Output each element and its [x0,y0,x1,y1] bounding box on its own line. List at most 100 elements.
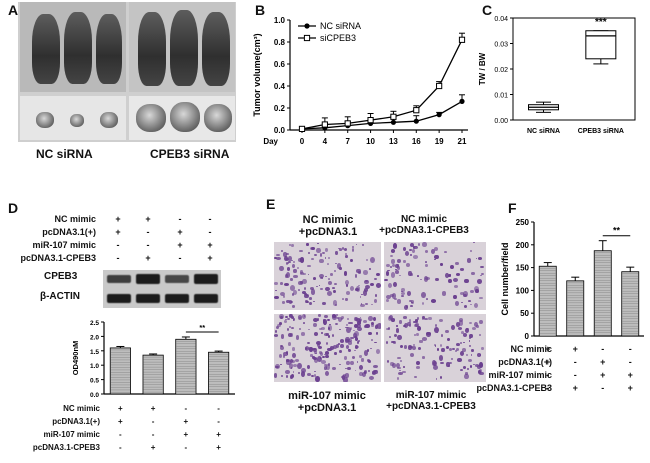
stained-cell [386,298,389,302]
stained-cell [310,354,314,357]
stained-cell [455,261,460,266]
stained-cell [333,290,336,294]
stained-cell [468,337,472,339]
stained-cell [332,334,335,338]
stained-cell [469,333,473,339]
stained-cell [327,335,331,339]
stained-cell [411,301,414,304]
stained-cell [293,274,298,279]
stained-cell [417,347,421,350]
stained-cell [409,249,412,252]
stained-cell [354,324,359,329]
stained-cell [435,377,438,380]
stained-cell [352,355,356,360]
stained-cell [374,325,378,329]
stained-cell [300,281,303,285]
stained-cell [434,343,437,347]
stained-cell [307,274,310,276]
matrix-row-label: pcDNA3.1-CPEB3 [20,253,96,263]
stained-cell [464,374,469,379]
stained-cell [359,304,365,308]
stained-cell [286,266,291,271]
stained-cell [386,269,390,272]
stained-cell [452,347,455,351]
stained-cell [307,372,312,377]
stained-cell [288,261,291,263]
y-tick-label: 1.0 [274,16,286,25]
stained-cell [318,284,321,287]
stained-cell [375,282,381,288]
matrix-row-label: pcDNA3.1(+) [52,417,100,426]
stained-cell [389,254,394,258]
stained-cell [471,271,475,276]
stained-cell [348,321,353,325]
stained-cell [409,300,412,303]
stained-cell [356,326,362,332]
stained-cell [397,299,402,304]
stained-cell [415,332,419,337]
stained-cell [320,332,324,335]
stained-cell [343,356,348,360]
stained-cell [367,369,370,372]
plus-sign: + [545,357,551,367]
stained-cell [355,286,361,292]
data-point [344,120,351,127]
stained-cell [293,290,297,296]
stained-cell [307,341,310,345]
stained-cell [301,291,306,294]
transwell-title-3: miR-107 mimic +pcDNA3.1 [288,390,366,414]
stained-cell [385,263,391,268]
x-axis-label: Day [263,137,278,146]
stained-cell [390,271,396,278]
stained-cell [349,360,354,366]
stained-cell [283,351,288,357]
stained-cell [313,317,318,322]
stained-cell [387,361,390,363]
stained-cell [302,279,307,285]
stained-cell [470,303,472,306]
stained-cell [316,247,322,254]
stained-cell [399,344,403,349]
stained-cell [456,348,460,352]
stained-cell [313,356,317,360]
stained-cell [307,364,311,370]
stained-cell [387,282,392,288]
stained-cell [464,305,468,308]
od490-bar-chart: 0.0 0.5 1.0 1.5 2.0 2.5 OD490nM ** [71,320,235,399]
stained-cell [318,328,322,331]
stained-cell [386,341,389,344]
stained-cell [326,263,329,266]
stained-cell [313,357,318,363]
stained-cell [416,274,420,277]
stained-cell [472,363,476,366]
stained-cell [391,341,396,344]
stained-cell [396,266,401,270]
stained-cell [406,263,411,267]
stained-cell [369,256,375,263]
stained-cell [452,277,458,282]
stained-cell [303,321,306,324]
stained-cell [363,349,369,356]
stained-cell [397,372,403,376]
stained-cell [339,267,342,271]
minus-sign: - [546,383,550,393]
minus-sign: - [573,370,577,380]
stained-cell [297,371,301,375]
stained-cell [462,293,467,297]
stained-cell [282,301,285,304]
stained-cell [286,253,289,256]
stained-cell [481,346,484,350]
stained-cell [318,314,321,317]
stained-cell [362,371,367,377]
category-label: NC siRNA [527,128,560,135]
plus-sign: + [118,404,123,413]
stained-cell [466,353,469,357]
stained-cell [362,270,368,275]
stained-cell [461,301,464,304]
stained-cell [373,316,377,321]
stained-cell [345,254,348,258]
treatment-matrix-d-top: NC mimic + + - - pcDNA3.1(+) + - + - miR-107 mimic… [0,214,240,268]
stained-cell [397,258,402,264]
stained-cell [358,284,361,287]
stained-cell [339,349,343,353]
